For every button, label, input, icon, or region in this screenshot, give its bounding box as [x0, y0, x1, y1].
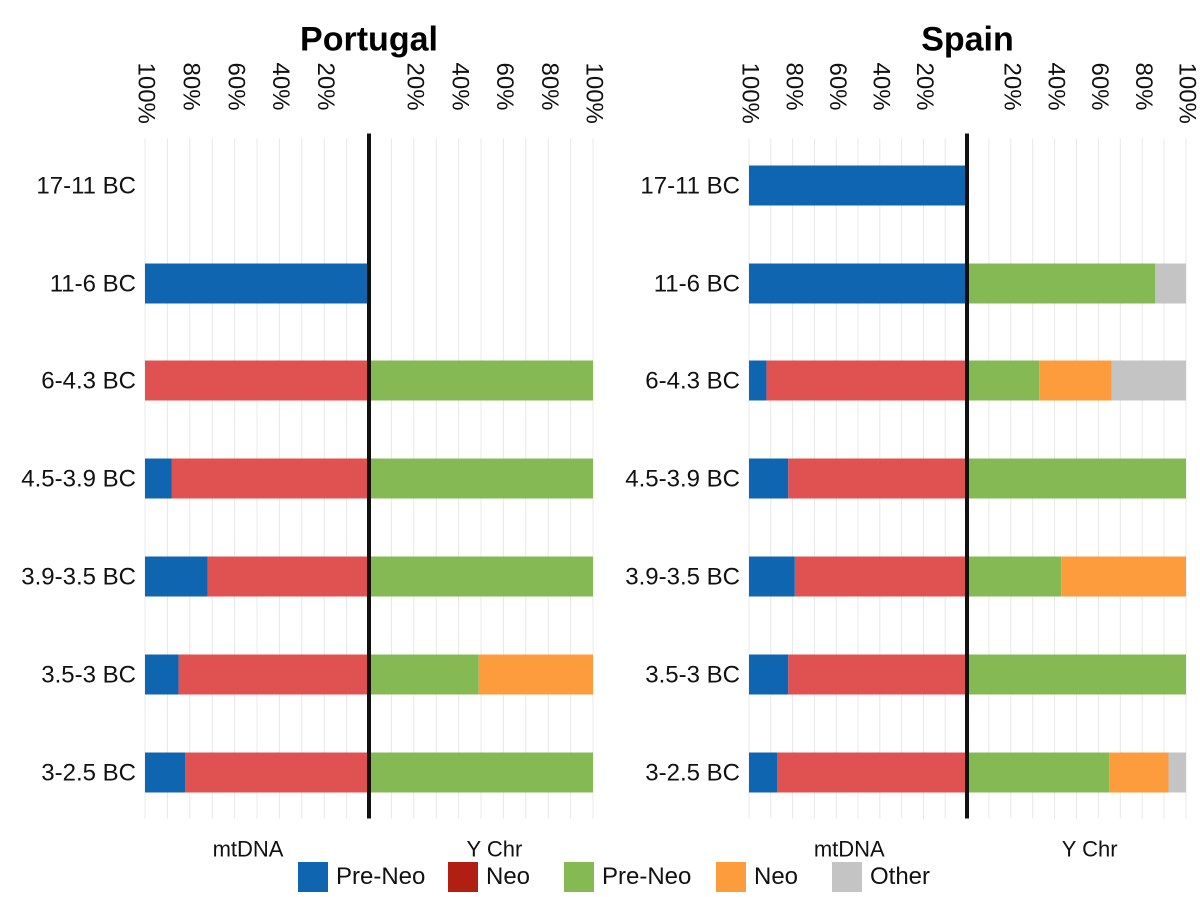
- legend: Pre-Neo Neo Pre-Neo Neo Other: [0, 860, 1200, 894]
- spain-category-label: 3-2.5 BC: [645, 760, 740, 787]
- portugal-mtdna-tick-label: 40%: [267, 63, 294, 111]
- spain-mtdna-neo-bar: [777, 752, 967, 793]
- spain-mtdna-pre-neo-bar: [749, 458, 789, 499]
- spain-ychr-pre-neo-bar: [967, 752, 1110, 793]
- spain-ychr-other-bar: [1168, 752, 1186, 793]
- spain-panel-title: Spain: [921, 21, 1014, 59]
- portugal-mtdna-neo-bar: [171, 458, 369, 499]
- spain-ychr-pre-neo-bar: [967, 654, 1186, 695]
- spain-mtdna-tick-label: 20%: [911, 63, 938, 111]
- legend-swatch: [832, 862, 862, 892]
- portugal-mtdna-pre-neo-bar: [145, 654, 179, 695]
- portugal-mtdna-neo-bar: [145, 360, 369, 401]
- spain-mtdna-neo-bar: [794, 556, 967, 597]
- portugal-mtdna-pre-neo-bar: [145, 556, 208, 597]
- spain-mtdna-pre-neo-bar: [749, 360, 767, 401]
- spain-mtdna-neo-bar: [766, 360, 967, 401]
- portugal-ychr-axis-label: Y Chr: [467, 837, 523, 862]
- portugal-category-label: 3-2.5 BC: [41, 760, 136, 787]
- legend-swatch: [716, 862, 746, 892]
- spain-mtdna-pre-neo-bar: [749, 165, 967, 206]
- spain-ychr-pre-neo-bar: [967, 263, 1156, 304]
- portugal-ychr-pre-neo-bar: [369, 752, 593, 793]
- legend-label: Neo: [486, 863, 531, 890]
- portugal-category-label: 17-11 BC: [36, 173, 136, 200]
- spain-category-label: 6-4.3 BC: [645, 368, 740, 395]
- spain-ychr-neo-bar: [1061, 556, 1186, 597]
- portugal-mtdna-pre-neo-bar: [145, 752, 186, 793]
- spain-mtdna-pre-neo-bar: [749, 556, 795, 597]
- spain-mtdna-pre-neo-bar: [749, 752, 778, 793]
- spain-ychr-other-bar: [1111, 360, 1186, 401]
- portugal-ychr-pre-neo-bar: [369, 360, 593, 401]
- portugal-ychr-tick-label: 100%: [581, 63, 608, 124]
- spain-category-label: 3.5-3 BC: [645, 662, 740, 689]
- portugal-mtdna-axis-label: mtDNA: [213, 837, 284, 862]
- spain-mtdna-axis-label: mtDNA: [814, 837, 885, 862]
- portugal-category-label: 11-6 BC: [50, 271, 136, 298]
- portugal-category-label: 3.5-3 BC: [41, 662, 136, 689]
- spain-ychr-pre-neo-bar: [967, 360, 1040, 401]
- portugal-mtdna-tick-label: 60%: [222, 63, 249, 111]
- spain-category-label: 17-11 BC: [640, 173, 740, 200]
- spain-ychr-pre-neo-bar: [967, 458, 1186, 499]
- portugal-ychr-pre-neo-bar: [369, 654, 479, 695]
- portugal-mtdna-pre-neo-bar: [145, 458, 172, 499]
- spain-mtdna-pre-neo-bar: [749, 263, 967, 304]
- legend-swatch: [298, 862, 328, 892]
- legend-item-mtdna-neo: Neo: [448, 862, 530, 892]
- portugal-ychr-tick-label: 60%: [491, 63, 518, 111]
- portugal-mtdna-pre-neo-bar: [145, 263, 369, 304]
- portugal-mtdna-tick-label: 80%: [177, 63, 204, 111]
- spain-ychr-tick-label: 80%: [1130, 63, 1157, 111]
- legend-item-mtdna-pre-neo: Pre-Neo: [298, 862, 425, 892]
- portugal-ychr-tick-label: 40%: [446, 63, 473, 111]
- spain-ychr-tick-label: 40%: [1042, 63, 1069, 111]
- legend-label: Pre-Neo: [602, 863, 692, 890]
- legend-item-ychr-pre-neo: Pre-Neo: [564, 862, 691, 892]
- legend-label: Other: [870, 863, 931, 890]
- spain-ychr-other-bar: [1155, 263, 1186, 304]
- legend-swatch: [448, 862, 478, 892]
- portugal-panel-title: Portugal: [300, 21, 438, 59]
- legend-swatch: [564, 862, 594, 892]
- spain-ychr-neo-bar: [1039, 360, 1112, 401]
- spain-mtdna-tick-label: 40%: [867, 63, 894, 111]
- legend-item-ychr-neo: Neo: [716, 862, 798, 892]
- legend-label: Pre-Neo: [336, 863, 426, 890]
- portugal-ychr-tick-label: 80%: [536, 63, 563, 111]
- spain-category-label: 4.5-3.9 BC: [625, 466, 740, 493]
- spain-mtdna-tick-label: 80%: [780, 63, 807, 111]
- portugal-category-label: 4.5-3.9 BC: [21, 466, 136, 493]
- spain-mtdna-tick-label: 60%: [824, 63, 851, 111]
- spain-mtdna-neo-bar: [788, 654, 967, 695]
- portugal-mtdna-neo-bar: [207, 556, 369, 597]
- portugal-ychr-pre-neo-bar: [369, 458, 593, 499]
- spain-category-label: 11-6 BC: [654, 271, 740, 298]
- spain-ychr-tick-label: 20%: [998, 63, 1025, 111]
- portugal-category-label: 3.9-3.5 BC: [21, 564, 136, 591]
- legend-item-ychr-other: Other: [832, 862, 930, 892]
- portugal-category-label: 6-4.3 BC: [41, 368, 136, 395]
- portugal-ychr-neo-bar: [478, 654, 593, 695]
- spain-category-label: 3.9-3.5 BC: [625, 564, 740, 591]
- spain-ychr-tick-label: 60%: [1086, 63, 1113, 111]
- spain-ychr-pre-neo-bar: [967, 556, 1062, 597]
- portugal-ychr-tick-label: 20%: [401, 63, 428, 111]
- spain-mtdna-tick-label: 100%: [737, 63, 764, 124]
- spain-ychr-neo-bar: [1109, 752, 1169, 793]
- legend-label: Neo: [754, 863, 799, 890]
- spain-ychr-axis-label: Y Chr: [1062, 837, 1118, 862]
- spain-ychr-tick-label: 100%: [1174, 63, 1200, 124]
- spain-mtdna-pre-neo-bar: [749, 654, 789, 695]
- spain-mtdna-neo-bar: [788, 458, 967, 499]
- portugal-mtdna-neo-bar: [185, 752, 369, 793]
- portugal-mtdna-neo-bar: [178, 654, 369, 695]
- portugal-mtdna-tick-label: 20%: [312, 63, 339, 111]
- portugal-mtdna-tick-label: 100%: [133, 63, 160, 124]
- portugal-ychr-pre-neo-bar: [369, 556, 593, 597]
